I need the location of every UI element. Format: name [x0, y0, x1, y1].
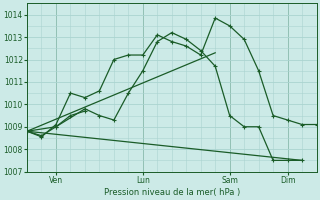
X-axis label: Pression niveau de la mer( hPa ): Pression niveau de la mer( hPa ) — [104, 188, 240, 197]
